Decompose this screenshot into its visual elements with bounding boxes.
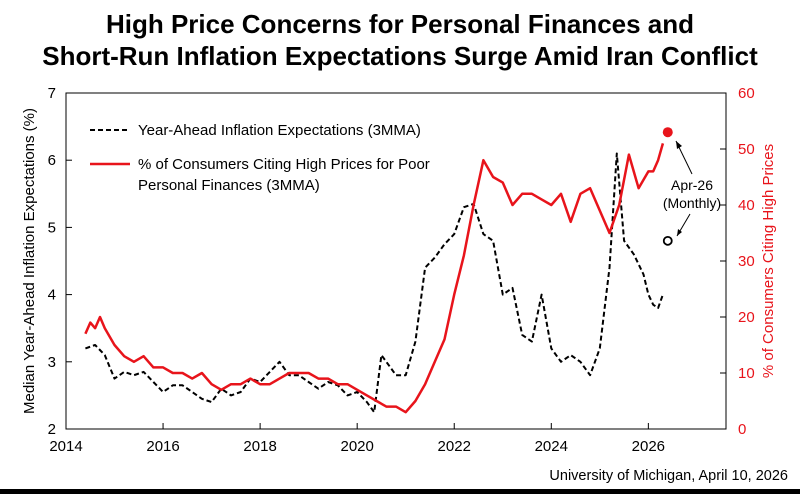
chart-title: High Price Concerns for Personal Finance…: [0, 8, 800, 72]
apr26-high-prices-point: [662, 127, 673, 138]
chart-title-line1: High Price Concerns for Personal Finance…: [105, 9, 695, 39]
y-right-tick-label: 30: [738, 253, 755, 270]
y-right-tick-label: 10: [738, 365, 755, 382]
y-left-tick-label: 6: [48, 152, 56, 169]
legend-label-high-prices: % of Consumers Citing High Prices for Po…: [138, 156, 430, 173]
y-left-tick-label: 7: [48, 85, 56, 102]
y-right-tick-label: 40: [738, 197, 755, 214]
y-axis-left-label: Median Year-Ahead Inflation Expectations…: [21, 108, 38, 414]
series-line-high-prices: [84, 143, 665, 414]
chart-title-line2: Short-Run Inflation Expectations Surge A…: [42, 41, 758, 71]
series-line-inflation: [85, 152, 664, 414]
x-tick-label: 2024: [535, 438, 568, 455]
y-right-tick-label: 20: [738, 309, 755, 326]
y-right-tick-label: 0: [738, 421, 746, 438]
y-left-tick-label: 4: [48, 287, 56, 304]
legend-label-high-prices-line2: Personal Finances (3MMA): [138, 177, 320, 194]
y-left-tick-label: 5: [48, 219, 56, 236]
y-right-tick-label: 50: [738, 141, 755, 158]
apr26-annotation: Apr-26 (Monthly): [663, 140, 721, 237]
plot-frame: [65, 92, 727, 430]
annotation-line2: (Monthly): [663, 195, 721, 211]
x-tick-label: 2016: [146, 438, 179, 455]
annotation-line1: Apr-26: [671, 177, 713, 193]
bottom-border: [0, 489, 800, 494]
x-tick-label: 2018: [243, 438, 276, 455]
y-right-tick-label: 60: [738, 85, 755, 102]
apr26-inflation-point: [662, 235, 673, 246]
legend: Year-Ahead Inflation Expectations (3MMA)…: [90, 122, 430, 194]
x-tick-label: 2022: [438, 438, 471, 455]
annotation-arrowhead-up: [676, 141, 682, 149]
annotation-arrowhead-down: [677, 229, 682, 236]
source-note: University of Michigan, April 10, 2026: [549, 468, 788, 484]
y-left-tick-label: 3: [48, 354, 56, 371]
legend-label-inflation: Year-Ahead Inflation Expectations (3MMA): [138, 122, 421, 139]
y-axis-right-label: % of Consumers Citing High Prices: [760, 144, 777, 378]
x-tick-label: 2026: [632, 438, 665, 455]
x-tick-label: 2014: [49, 438, 82, 455]
x-tick-label: 2020: [340, 438, 373, 455]
y-left-tick-label: 2: [48, 421, 56, 438]
